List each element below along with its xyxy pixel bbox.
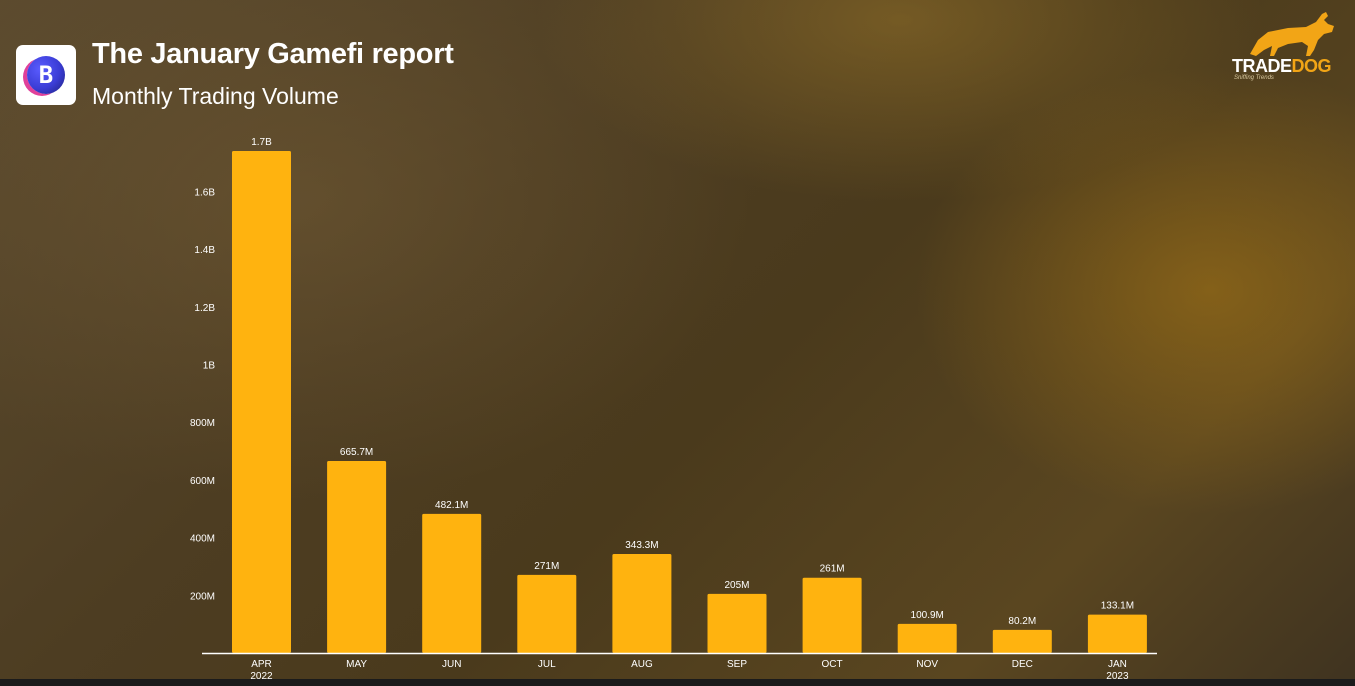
logo-box: B: [16, 45, 76, 105]
data-label: 133.1M: [1101, 601, 1134, 612]
y-tick-label: 1.2B: [194, 303, 215, 314]
y-tick-label: 1B: [203, 360, 216, 371]
bottom-strip: [0, 679, 1355, 686]
x-tick-label: DEC: [1012, 659, 1033, 670]
bar: [517, 574, 577, 653]
y-tick-label: 600M: [190, 476, 215, 487]
bar: [327, 460, 387, 653]
brand-tagline: Sniffing Trends: [1234, 75, 1274, 81]
bar: [897, 623, 957, 653]
x-tick-label: NOV: [916, 659, 938, 670]
x-tick-label: OCT: [822, 659, 843, 670]
bar: [612, 553, 672, 653]
bar: [1087, 614, 1147, 653]
page-subtitle: Monthly Trading Volume: [92, 83, 339, 109]
data-label: 482.1M: [435, 500, 468, 511]
data-label: 80.2M: [1008, 616, 1036, 627]
bar: [802, 577, 862, 653]
x-tick-label: JUL: [538, 659, 556, 670]
x-tick-label: APR: [251, 659, 272, 670]
x-tick-label: JUN: [442, 659, 461, 670]
brand-name-part1: TRADE: [1232, 56, 1292, 76]
brand-logo: TRADEDOG Sniffing Trends: [1226, 10, 1348, 85]
x-tick-label: 2022: [250, 671, 273, 682]
x-tick-label: MAY: [346, 659, 367, 670]
data-label: 261M: [820, 564, 845, 575]
bar: [232, 151, 291, 653]
brand-name: TRADEDOG: [1232, 56, 1332, 77]
data-label: 1.7B: [251, 137, 272, 148]
x-tick-label: AUG: [631, 659, 653, 670]
data-label: 205M: [724, 580, 749, 591]
y-tick-label: 1.4B: [194, 245, 215, 256]
x-tick-label: JAN: [1108, 659, 1127, 670]
data-label: 100.9M: [911, 610, 944, 621]
bar: [422, 513, 482, 653]
x-tick-label: 2023: [1106, 671, 1129, 682]
dog-icon: [1250, 12, 1334, 56]
y-tick-label: 200M: [190, 591, 215, 602]
bar: [992, 629, 1052, 653]
data-label: 271M: [534, 561, 559, 572]
y-tick-label: 1.6B: [194, 187, 215, 198]
brand-name-part2: DOG: [1291, 56, 1332, 76]
b-letter-logo-icon: B: [27, 56, 65, 94]
data-label: 343.3M: [625, 540, 658, 551]
page-title: The January Gamefi report: [92, 38, 454, 70]
y-tick-label: 800M: [190, 418, 215, 429]
data-label: 665.7M: [340, 447, 373, 458]
x-tick-label: SEP: [727, 659, 747, 670]
y-tick-label: 400M: [190, 534, 215, 545]
bar: [707, 593, 767, 653]
